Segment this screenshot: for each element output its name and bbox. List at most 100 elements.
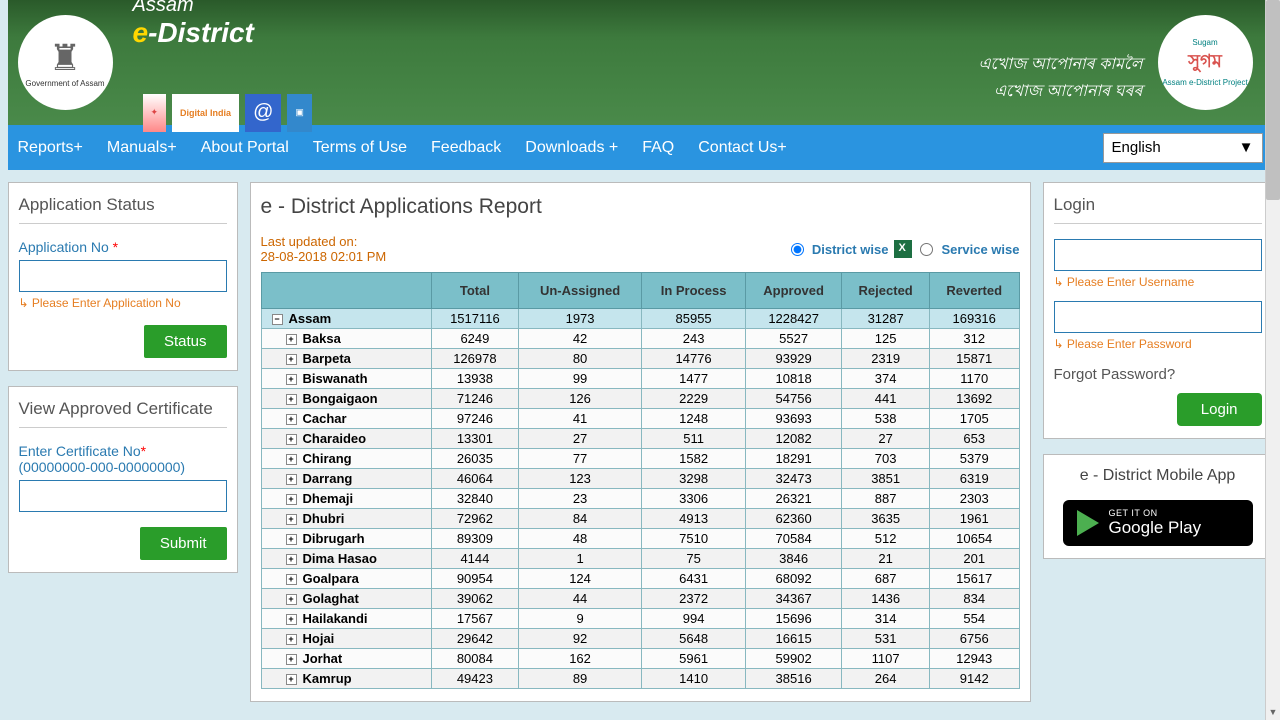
cell: 59902 — [745, 649, 842, 669]
cell: 93693 — [745, 409, 842, 429]
cell: 169316 — [929, 309, 1019, 329]
cell: 1436 — [842, 589, 930, 609]
cell: 312 — [929, 329, 1019, 349]
cell: 71246 — [432, 389, 519, 409]
nav-item-2[interactable]: About Portal — [201, 139, 289, 157]
cell: 703 — [842, 449, 930, 469]
panel-title: Login — [1054, 195, 1262, 224]
table-row: −Assam1517116197385955122842731287169316 — [261, 309, 1019, 329]
cell: 46064 — [432, 469, 519, 489]
applications-table: TotalUn-AssignedIn ProcessApprovedReject… — [261, 272, 1020, 689]
collapse-icon[interactable]: − — [272, 314, 283, 325]
expand-icon[interactable]: + — [286, 434, 297, 445]
cell: 1973 — [518, 309, 642, 329]
expand-icon[interactable]: + — [286, 674, 297, 685]
scrollbar[interactable]: ▲ ▼ — [1265, 0, 1280, 720]
expand-icon[interactable]: + — [286, 474, 297, 485]
cell: 994 — [642, 609, 746, 629]
password-input[interactable] — [1054, 301, 1262, 333]
cell: 1410 — [642, 669, 746, 689]
app-no-label: Application No * — [19, 239, 227, 255]
scroll-down-arrow[interactable]: ▼ — [1266, 705, 1280, 720]
language-select[interactable]: English▼ — [1103, 133, 1263, 163]
cell: 4144 — [432, 549, 519, 569]
expand-icon[interactable]: + — [286, 494, 297, 505]
cell: 531 — [842, 629, 930, 649]
cell: 32473 — [745, 469, 842, 489]
username-input[interactable] — [1054, 239, 1262, 271]
service-wise-radio[interactable] — [920, 243, 933, 256]
panel-title: Application Status — [19, 195, 227, 224]
partner-logo: Digital India — [172, 94, 239, 132]
cell: 26035 — [432, 449, 519, 469]
cell: 441 — [842, 389, 930, 409]
cell: 31287 — [842, 309, 930, 329]
cell: 13692 — [929, 389, 1019, 409]
cell: 34367 — [745, 589, 842, 609]
submit-button[interactable]: Submit — [140, 527, 227, 560]
cell: 15696 — [745, 609, 842, 629]
column-header: Total — [432, 273, 519, 309]
cell: 70584 — [745, 529, 842, 549]
cell: 201 — [929, 549, 1019, 569]
cell: 38516 — [745, 669, 842, 689]
table-row: +Dhubri729628449136236036351961 — [261, 509, 1019, 529]
column-header: In Process — [642, 273, 746, 309]
login-panel: Login Please Enter Username Please Enter… — [1043, 182, 1273, 439]
expand-icon[interactable]: + — [286, 594, 297, 605]
expand-icon[interactable]: + — [286, 654, 297, 665]
expand-icon[interactable]: + — [286, 454, 297, 465]
cell: 126978 — [432, 349, 519, 369]
cell: 10818 — [745, 369, 842, 389]
cell: 5527 — [745, 329, 842, 349]
expand-icon[interactable]: + — [286, 514, 297, 525]
district-wise-radio[interactable] — [791, 243, 804, 256]
cell: 54756 — [745, 389, 842, 409]
nav-item-3[interactable]: Terms of Use — [313, 139, 407, 157]
table-row: +Darrang4606412332983247338516319 — [261, 469, 1019, 489]
expand-icon[interactable]: + — [286, 534, 297, 545]
expand-icon[interactable]: + — [286, 374, 297, 385]
cell: 1477 — [642, 369, 746, 389]
tagline-assamese: এখোজ আপোনাৰ কামলৈ এখোজ আপোনাৰ ঘৰৰ — [978, 51, 1142, 105]
cell: 653 — [929, 429, 1019, 449]
cell: 9 — [518, 609, 642, 629]
cell: 125 — [842, 329, 930, 349]
cell: 89 — [518, 669, 642, 689]
cell: 123 — [518, 469, 642, 489]
expand-icon[interactable]: + — [286, 614, 297, 625]
table-row: +Bongaigaon7124612622295475644113692 — [261, 389, 1019, 409]
nav-item-0[interactable]: Reports+ — [18, 139, 83, 157]
expand-icon[interactable]: + — [286, 414, 297, 425]
cell: 42 — [518, 329, 642, 349]
excel-export-icon[interactable] — [894, 240, 912, 258]
nav-item-1[interactable]: Manuals+ — [107, 139, 177, 157]
column-header — [261, 273, 432, 309]
report-panel: e - District Applications Report Last up… — [250, 182, 1031, 702]
panel-title: View Approved Certificate — [19, 399, 227, 428]
nav-item-4[interactable]: Feedback — [431, 139, 501, 157]
cell: 77 — [518, 449, 642, 469]
cell: 2229 — [642, 389, 746, 409]
nav-item-7[interactable]: Contact Us+ — [698, 139, 786, 157]
nav-item-6[interactable]: FAQ — [642, 139, 674, 157]
cell: 5648 — [642, 629, 746, 649]
govt-emblem: ♜ Government of Assam — [18, 15, 113, 110]
expand-icon[interactable]: + — [286, 334, 297, 345]
expand-icon[interactable]: + — [286, 634, 297, 645]
expand-icon[interactable]: + — [286, 574, 297, 585]
partner-logo: ▣ — [287, 94, 312, 132]
google-play-button[interactable]: GET IT ON Google Play — [1063, 500, 1253, 546]
expand-icon[interactable]: + — [286, 394, 297, 405]
forgot-password-link[interactable]: Forgot Password? — [1054, 366, 1262, 383]
cell: 1582 — [642, 449, 746, 469]
main-nav: Reports+ Manuals+ About Portal Terms of Use… — [8, 125, 1273, 170]
expand-icon[interactable]: + — [286, 354, 297, 365]
nav-item-5[interactable]: Downloads + — [525, 139, 618, 157]
expand-icon[interactable]: + — [286, 554, 297, 565]
certificate-no-input[interactable] — [19, 480, 227, 512]
scrollbar-thumb[interactable] — [1266, 0, 1280, 200]
status-button[interactable]: Status — [144, 325, 227, 358]
login-button[interactable]: Login — [1177, 393, 1262, 426]
application-no-input[interactable] — [19, 260, 227, 292]
